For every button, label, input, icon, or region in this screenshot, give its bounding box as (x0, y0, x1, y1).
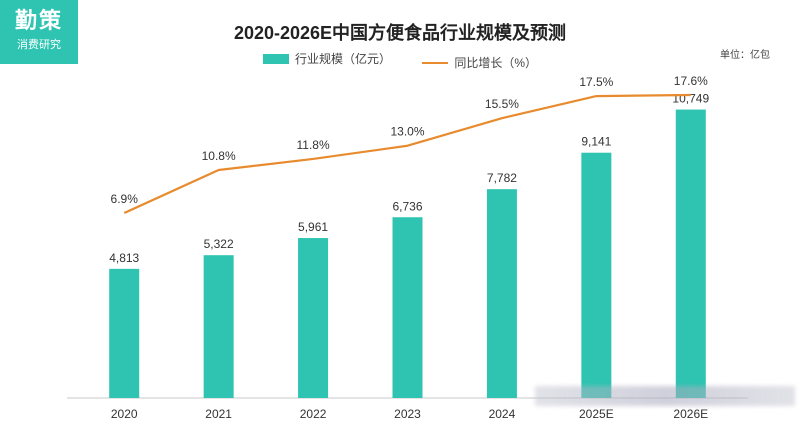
legend-bar-swatch (262, 53, 289, 64)
bar-2022 (298, 238, 329, 398)
growth-value-label: 10.8% (202, 149, 236, 163)
legend-item-line: 同比增长（%） (422, 54, 537, 71)
x-tick-label: 2023 (394, 407, 421, 421)
bar-value-label: 5,322 (204, 237, 234, 251)
unit-label: 单位：亿包 (720, 50, 770, 61)
bar-value-label: 5,961 (298, 220, 328, 234)
brand-logo: 勤策 消费研究 (0, 0, 78, 64)
legend-bar-label: 行业规模（亿元） (294, 52, 391, 66)
bar-value-label: 9,141 (581, 135, 611, 149)
x-tick-label: 2024 (489, 407, 516, 421)
bar-value-label: 7,782 (487, 171, 517, 185)
growth-line (123, 93, 691, 215)
x-tick-label: 2025E (579, 407, 614, 421)
x-tick-label: 2026E (673, 407, 708, 421)
legend-item-bar: 行业规模（亿元） (262, 50, 391, 67)
logo-main-text: 勤策 (14, 8, 63, 33)
legend-line-swatch (422, 61, 449, 64)
bar-value-label: 4,813 (109, 251, 139, 265)
chart-title: 2020-2026E中国方便食品行业规模及预测 (233, 23, 567, 43)
bar-2026E (675, 109, 706, 399)
growth-value-label: 11.8% (297, 138, 330, 152)
growth-value-label: 6.9% (111, 192, 139, 206)
bar-2021 (203, 255, 234, 398)
x-tick-label: 2022 (300, 407, 327, 421)
bar-2024 (486, 189, 517, 398)
bar-2025E (581, 152, 612, 398)
growth-value-label: 17.5% (579, 75, 613, 89)
growth-value-label: 15.5% (485, 97, 519, 111)
growth-value-label: 17.6% (674, 74, 708, 88)
growth-value-label: 13.0% (390, 125, 424, 139)
chart-legend: 行业规模（亿元） 同比增长（%） (0, 50, 800, 71)
bar-value-label: 10,749 (672, 92, 709, 106)
logo-sub-text: 消费研究 (17, 39, 61, 51)
x-tick-label: 2020 (111, 407, 138, 421)
bar-value-label: 6,736 (392, 199, 422, 213)
legend-line-label: 同比增长（%） (454, 56, 538, 70)
bar-2020 (109, 268, 140, 398)
x-tick-label: 2021 (205, 407, 232, 421)
blurred-watermark (535, 386, 795, 406)
bar-2023 (392, 217, 423, 398)
